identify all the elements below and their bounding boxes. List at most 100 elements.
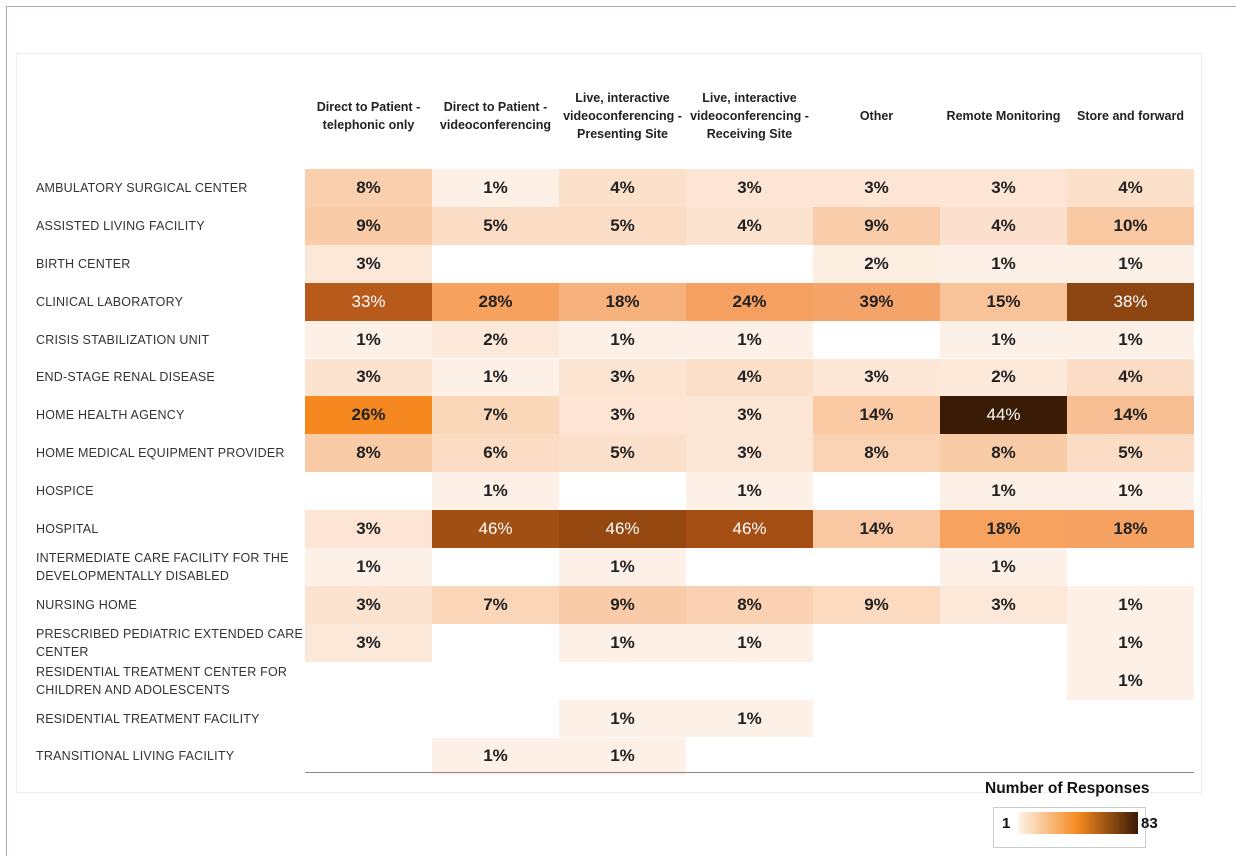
heat-cell: 8% [813, 434, 940, 473]
row-label: HOSPICE [36, 484, 94, 499]
heat-cell: 15% [940, 282, 1067, 321]
row-label: CLINICAL LABORATORY [36, 294, 184, 309]
heat-cell: 46% [686, 510, 813, 548]
row-label: HOME HEALTH AGENCY [36, 408, 185, 423]
row-label: ASSISTED LIVING FACILITY [36, 218, 205, 233]
heat-cell: 8% [305, 434, 432, 473]
legend-max: 83 [1141, 814, 1158, 832]
heat-cell: 24% [686, 282, 813, 321]
heat-cell: 10% [1067, 206, 1194, 245]
heat-cell: 1% [940, 548, 1067, 586]
heat-cell: 14% [813, 510, 940, 548]
heat-cell: 1% [940, 320, 1067, 359]
legend-title: Number of Responses [985, 780, 1150, 797]
heat-cell: 4% [559, 169, 686, 207]
heat-cell: 14% [813, 396, 940, 435]
heat-cell: 1% [686, 699, 813, 738]
heat-cell: 4% [940, 206, 1067, 245]
heat-cell: 1% [686, 320, 813, 359]
heat-cell: 33% [305, 282, 432, 321]
heat-cell: 44% [940, 396, 1067, 435]
heat-cell: 5% [559, 434, 686, 473]
heat-cell: 6% [432, 434, 559, 473]
heat-cell: 4% [1067, 169, 1194, 207]
row-label: CRISIS STABILIZATION UNIT [36, 332, 210, 347]
heat-cell: 8% [305, 169, 432, 207]
column-header: Direct to Patient - telephonic only [316, 100, 421, 132]
heat-cell: 18% [940, 510, 1067, 548]
column-header: Remote Monitoring [946, 109, 1061, 123]
heat-cell: 2% [813, 244, 940, 283]
panel [16, 53, 1202, 793]
heat-cell: 3% [559, 396, 686, 435]
row-label: RESIDENTIAL TREATMENT CENTER FOR CHILDRE… [36, 664, 288, 697]
column-header: Other [859, 109, 894, 123]
heat-cell: 3% [940, 585, 1067, 624]
heat-cell: 2% [940, 358, 1067, 397]
heat-cell: 3% [559, 358, 686, 397]
heat-cell: 9% [305, 206, 432, 245]
row-label: TRANSITIONAL LIVING FACILITY [36, 749, 235, 764]
bottom-rule [305, 772, 1194, 774]
row-label: HOME MEDICAL EQUIPMENT PROVIDER [36, 446, 285, 461]
heat-cell: 1% [1067, 320, 1194, 359]
legend-gradient [1018, 812, 1138, 834]
heat-cell: 9% [559, 585, 686, 624]
heat-cell: 7% [432, 585, 559, 624]
legend-min: 1 [1002, 814, 1011, 832]
row-label: AMBULATORY SURGICAL CENTER [36, 180, 248, 195]
heat-cell: 28% [432, 282, 559, 321]
heat-cell: 1% [1067, 244, 1194, 283]
row-label: NURSING HOME [36, 597, 138, 612]
heat-cell: 39% [813, 282, 940, 321]
heat-cell: 5% [432, 206, 559, 245]
heat-cell: 3% [305, 358, 432, 397]
heat-cell: 1% [432, 169, 559, 207]
heat-cell: 46% [432, 510, 559, 548]
heat-cell: 3% [940, 169, 1067, 207]
row-label: RESIDENTIAL TREATMENT FACILITY [36, 711, 260, 726]
heat-cell: 1% [1067, 661, 1194, 700]
heat-cell: 2% [432, 320, 559, 359]
heat-cell: 3% [305, 510, 432, 548]
heat-cell: 1% [1067, 623, 1194, 662]
heat-cell: 38% [1067, 282, 1194, 321]
heat-cell: 1% [559, 623, 686, 662]
column-header: Direct to Patient - videoconferencing [439, 100, 552, 132]
heat-cell: 1% [559, 699, 686, 738]
heat-cell: 3% [686, 169, 813, 207]
heat-cell: 4% [1067, 358, 1194, 397]
heat-cell: 9% [813, 206, 940, 245]
heat-cell: 4% [686, 358, 813, 397]
heat-cell: 1% [305, 548, 432, 586]
row-label: PRESCRIBED PEDIATRIC EXTENDED CARE CENTE… [36, 626, 304, 659]
heat-cell: 3% [813, 169, 940, 207]
heat-cell: 1% [940, 472, 1067, 511]
heat-cell: 1% [432, 472, 559, 511]
heat-cell: 1% [305, 320, 432, 359]
heat-cell: 3% [305, 244, 432, 283]
row-label: INTERMEDIATE CARE FACILITY FOR THE DEVEL… [36, 550, 289, 583]
heat-cell: 1% [1067, 472, 1194, 511]
heat-cell: 46% [559, 510, 686, 548]
heat-cell: 3% [305, 623, 432, 662]
heat-cell: 3% [813, 358, 940, 397]
row-label: END-STAGE RENAL DISEASE [36, 370, 215, 385]
heat-cell: 8% [940, 434, 1067, 473]
heat-cell: 3% [305, 585, 432, 624]
column-header: Store and forward [1077, 109, 1184, 123]
heat-cell: 8% [686, 585, 813, 624]
heat-cell: 1% [559, 548, 686, 586]
heat-cell: 1% [940, 244, 1067, 283]
heat-cell: 1% [559, 737, 686, 776]
heat-cell: 18% [559, 282, 686, 321]
heat-cell: 7% [432, 396, 559, 435]
column-header: Live, interactive videoconferencing - Pr… [563, 91, 682, 141]
heat-cell: 1% [686, 472, 813, 511]
heat-cell: 1% [1067, 585, 1194, 624]
heat-cell: 9% [813, 585, 940, 624]
heat-cell: 1% [432, 737, 559, 776]
heat-cell: 3% [686, 434, 813, 473]
legend-box [993, 807, 1146, 848]
